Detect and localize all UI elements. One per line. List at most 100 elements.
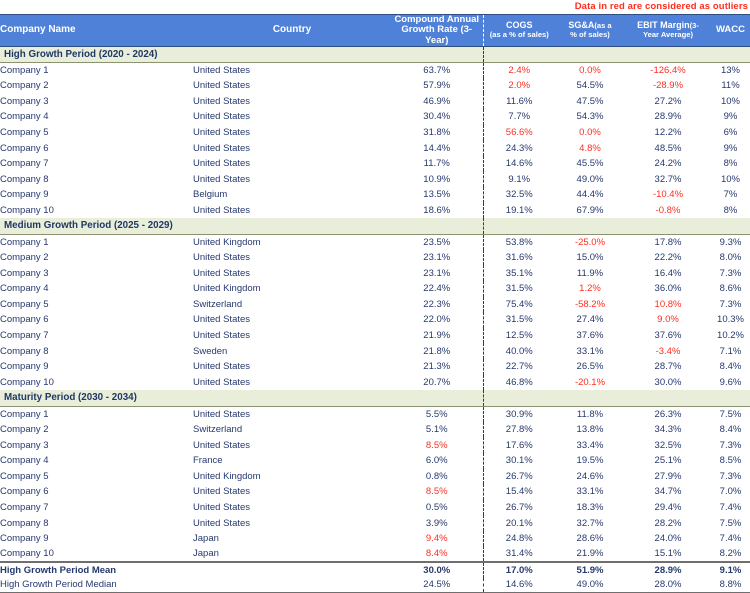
summary-cogs: 17.0%: [482, 561, 555, 578]
cell-country: United States: [193, 517, 251, 529]
cell-ebit-margin: 9.0%: [657, 314, 679, 326]
cell-sga: 24.6%: [576, 470, 604, 482]
cell-cagr: 46.9%: [423, 95, 451, 107]
cell-country: United States: [193, 173, 251, 185]
cell-cagr: 8.5%: [425, 439, 448, 451]
table-row: Company 1 United States 5.5% 30.9% 11.8% 26.3…: [0, 406, 750, 422]
table-row: Company 1 United Kingdom 23.5% 53.8% -25.0% 1…: [0, 234, 750, 250]
cell-cagr: 13.5%: [423, 189, 451, 201]
column-header-ebit-margin[interactable]: EBIT Margin(3- Year Average): [625, 14, 711, 47]
cell-wacc: 10%: [720, 173, 740, 185]
cell-cogs: 31.5%: [482, 280, 555, 297]
summary-sga: 49.0%: [576, 579, 604, 591]
cell-sga: 37.6%: [576, 330, 604, 342]
cell-ebit-margin: 16.4%: [654, 267, 682, 279]
cell-cagr: 31.8%: [423, 126, 451, 138]
cell-ebit-margin: 30.0%: [654, 376, 682, 388]
column-header-country[interactable]: Country: [193, 14, 391, 47]
cell-ebit-margin: -0.8%: [655, 204, 681, 216]
cell-cogs: 40.0%: [482, 343, 555, 359]
cell-ebit-margin: 10.8%: [654, 298, 682, 310]
column-header-company[interactable]: Company Name: [0, 14, 193, 47]
header-row: Company Name Country Compound Annual Gro…: [0, 14, 750, 47]
cell-sga: 33.1%: [576, 345, 604, 357]
table-row: Company 7 United States 21.9% 12.5% 37.6% 37.…: [0, 327, 750, 344]
section-filler: [482, 390, 750, 407]
cell-cagr: 63.7%: [423, 64, 451, 76]
cell-sga: 33.1%: [576, 486, 604, 498]
cell-sga: -20.1%: [574, 376, 606, 388]
cell-cogs: 12.5%: [482, 327, 555, 344]
ebit-header-line1: EBIT Margin: [637, 19, 690, 30]
cell-ebit-margin: -10.4%: [652, 189, 684, 201]
cell-country: Switzerland: [193, 298, 243, 310]
section-title: Medium Growth Period (2025 - 2029): [0, 218, 483, 235]
table-row: Company 9 Japan 9.4% 24.8% 28.6% 24.0% 7.4%: [0, 530, 750, 547]
cell-company-name: Company 2: [0, 80, 49, 92]
cell-country: United States: [193, 158, 251, 170]
cell-cogs: 22.7%: [482, 358, 555, 375]
cell-ebit-margin: 48.5%: [654, 142, 682, 154]
cell-country: United States: [193, 252, 251, 264]
cell-wacc: 7.0%: [719, 486, 742, 498]
cell-company-name: Company 1: [0, 64, 49, 76]
cell-company-name: Company 7: [0, 501, 49, 513]
table-row: Company 9 United States 21.3% 22.7% 26.5% 28.…: [0, 358, 750, 375]
summary-row: High Growth Period Mean 30.0% 17.0% 51.9% 28…: [0, 561, 750, 578]
cell-cagr: 21.3%: [423, 361, 451, 373]
cell-wacc: 11%: [721, 80, 740, 92]
cell-ebit-margin: 28.7%: [654, 361, 682, 373]
table-row: Company 8 United States 3.9% 20.1% 32.7% 28.2…: [0, 515, 750, 531]
section-header-row: High Growth Period (2020 - 2024): [0, 46, 750, 63]
cell-cogs: 31.5%: [482, 312, 555, 328]
cell-cogs: 26.7%: [482, 499, 555, 516]
cell-cogs: 17.6%: [482, 437, 555, 453]
cell-company-name: Company 8: [0, 517, 49, 529]
cell-wacc: 9%: [723, 111, 738, 123]
cell-country: Japan: [193, 548, 219, 560]
cagr-header-line1: Compound Annual: [394, 14, 480, 25]
cell-company-name: Company 2: [0, 252, 49, 264]
section-header-row: Medium Growth Period (2025 - 2029): [0, 218, 750, 235]
column-header-cogs[interactable]: COGS (as a % of sales): [482, 14, 555, 47]
cell-sga: 26.5%: [576, 361, 604, 373]
column-header-wacc[interactable]: WACC: [711, 14, 750, 47]
sga-header-line2: % of sales): [570, 30, 610, 40]
cell-sga: 13.8%: [576, 424, 604, 436]
cell-sga: -58.2%: [574, 298, 606, 310]
cell-company-name: Company 5: [0, 298, 49, 310]
cell-ebit-margin: 15.1%: [654, 548, 682, 560]
cell-ebit-margin: 27.9%: [654, 470, 682, 482]
cell-company-name: Company 1: [0, 236, 49, 248]
column-header-sga[interactable]: SG&A(as a % of sales): [555, 14, 625, 47]
cell-ebit-margin: 26.3%: [654, 408, 682, 420]
summary-row: High Growth Period Median 24.5% 14.6% 49.0%…: [0, 577, 750, 593]
column-header-cagr[interactable]: Compound Annual Growth Rate (3-Year): [391, 14, 483, 47]
cell-sga: 1.2%: [579, 283, 601, 295]
cell-cogs: 24.3%: [482, 140, 555, 156]
cell-wacc: 9.3%: [719, 236, 742, 248]
cell-country: Sweden: [193, 345, 228, 357]
cell-cagr: 8.5%: [425, 486, 448, 498]
table-row: Company 6 United States 8.5% 15.4% 33.1% 34.7…: [0, 484, 750, 500]
cell-ebit-margin: 34.3%: [654, 424, 682, 436]
cell-ebit-margin: 24.0%: [654, 533, 682, 545]
cell-sga: 27.4%: [576, 314, 604, 326]
cell-cagr: 3.9%: [425, 517, 448, 529]
cell-cogs: 20.1%: [482, 515, 555, 531]
cell-sga: 19.5%: [576, 455, 604, 467]
cogs-header-line1: COGS: [505, 19, 533, 30]
cell-sga: 15.0%: [576, 252, 604, 264]
table-row: Company 8 Sweden 21.8% 40.0% 33.1% -3.4% 7.1%: [0, 343, 750, 359]
cell-wacc: 8.0%: [719, 252, 742, 264]
cell-cogs: 27.8%: [482, 421, 555, 438]
summary-label: High Growth Period Mean: [0, 561, 391, 578]
cell-cagr: 23.1%: [423, 267, 451, 279]
cell-country: United States: [193, 111, 251, 123]
cell-company-name: Company 6: [0, 314, 49, 326]
summary-ebit-margin: 28.9%: [625, 561, 711, 578]
cell-company-name: Company 8: [0, 173, 49, 185]
cell-sga: 47.5%: [576, 95, 604, 107]
cell-wacc: 8.6%: [719, 283, 742, 295]
table-row: Company 7 United States 11.7% 14.6% 45.5% 24.…: [0, 155, 750, 172]
